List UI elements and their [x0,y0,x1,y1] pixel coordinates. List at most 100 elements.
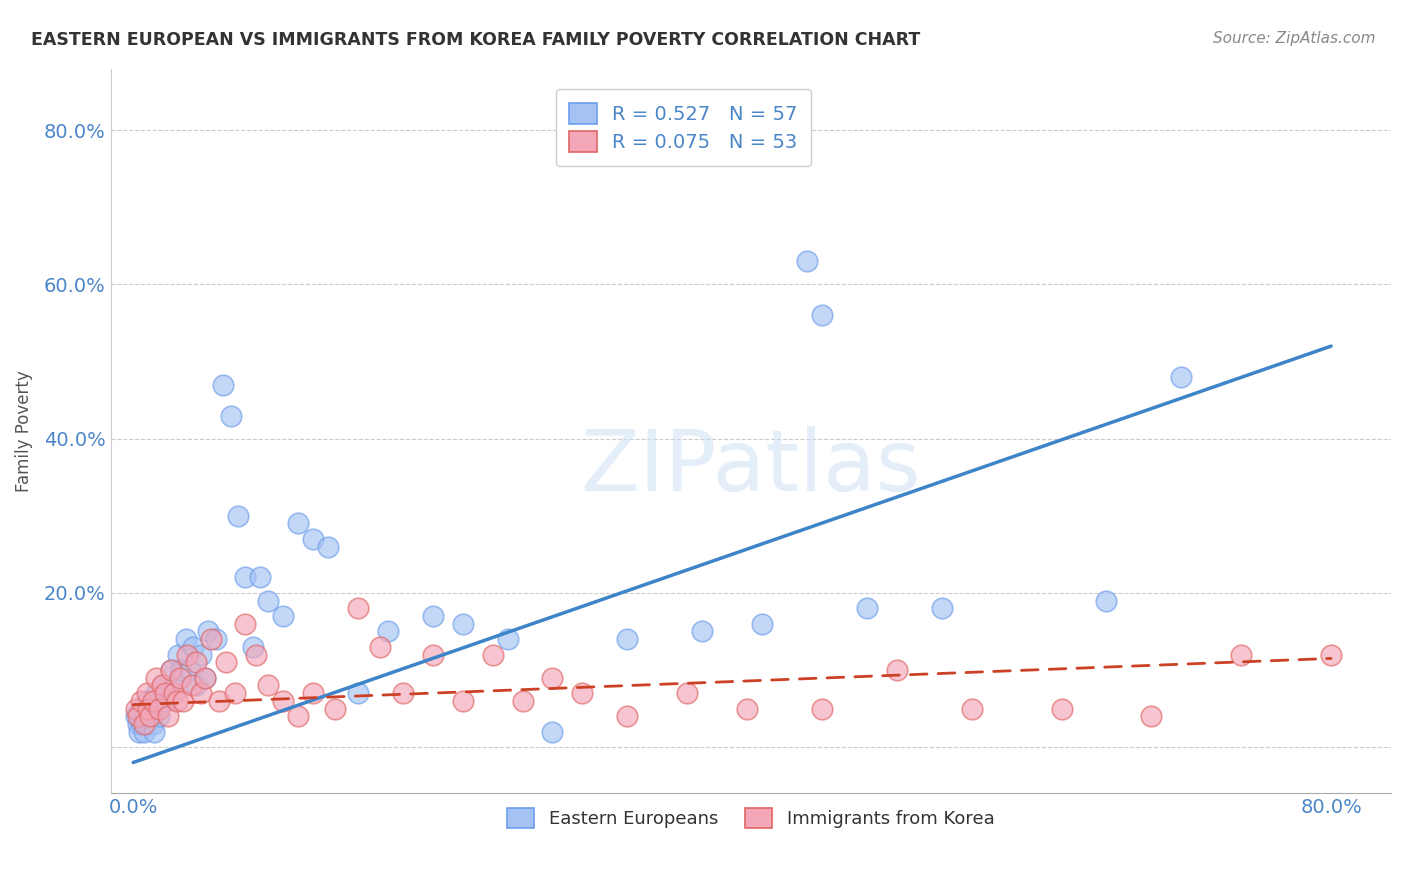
Text: EASTERN EUROPEAN VS IMMIGRANTS FROM KOREA FAMILY POVERTY CORRELATION CHART: EASTERN EUROPEAN VS IMMIGRANTS FROM KORE… [31,31,920,49]
Point [159,663,181,677]
Point [179,663,201,677]
Point [1230,648,1253,662]
Point [127,709,149,723]
Point [125,701,148,715]
Point [125,709,148,723]
Point [131,717,153,731]
Point [207,694,229,708]
Point [676,686,699,700]
Point [886,663,908,677]
Point [931,601,953,615]
Point [377,624,399,639]
Point [204,632,226,647]
Point [135,717,157,731]
Point [136,701,159,715]
Point [194,671,217,685]
Point [145,671,167,685]
Point [325,701,347,715]
Point [226,508,249,523]
Point [856,601,879,615]
Point [197,624,219,639]
Point [245,648,267,662]
Point [135,686,157,700]
Point [1140,709,1163,723]
Point [136,694,159,708]
Point [257,593,280,607]
Point [146,701,169,715]
Point [142,694,165,708]
Point [174,632,197,647]
Point [1095,593,1118,607]
Point [145,686,167,700]
Point [132,717,155,731]
Point [190,648,212,662]
Point [811,701,834,715]
Point [368,640,391,654]
Point [257,678,280,692]
Point [224,686,246,700]
Point [150,678,173,692]
Point [212,377,235,392]
Text: Source: ZipAtlas.com: Source: ZipAtlas.com [1212,31,1375,46]
Point [156,709,179,723]
Point [541,724,564,739]
Point [148,709,170,723]
Point [159,663,181,677]
Text: ZIPatlas: ZIPatlas [581,425,921,508]
Legend: Eastern Europeans, Immigrants from Korea: Eastern Europeans, Immigrants from Korea [501,801,1001,835]
Point [181,640,204,654]
Point [162,686,184,700]
Point [391,686,413,700]
Point [235,616,257,631]
Point [149,694,172,708]
Point [451,616,474,631]
Point [219,409,242,423]
Point [167,648,190,662]
Point [153,686,176,700]
Point [512,694,534,708]
Point [141,709,163,723]
Point [1050,701,1073,715]
Point [148,701,170,715]
Point [1320,648,1343,662]
Point [142,717,165,731]
Point [1170,370,1192,384]
Point [271,609,294,624]
Y-axis label: Family Poverty: Family Poverty [15,370,32,491]
Point [571,686,593,700]
Point [166,694,188,708]
Point [138,709,160,723]
Point [346,601,368,615]
Point [169,671,191,685]
Point [132,724,155,739]
Point [200,632,222,647]
Point [271,694,294,708]
Point [422,609,444,624]
Point [134,709,156,723]
Point [152,678,174,692]
Point [811,308,834,322]
Point [751,616,773,631]
Point [127,717,149,731]
Point [155,694,177,708]
Point [616,709,638,723]
Point [138,701,160,715]
Point [287,709,309,723]
Point [616,632,638,647]
Point [235,570,257,584]
Point [541,671,564,685]
Point [302,686,325,700]
Point [242,640,264,654]
Point [184,678,207,692]
Point [162,678,184,692]
Point [735,701,758,715]
Point [128,724,150,739]
Point [194,671,217,685]
Point [129,694,152,708]
Point [180,678,202,692]
Point [172,694,194,708]
Point [170,663,193,677]
Point [796,254,818,268]
Point [422,648,444,662]
Point [287,516,309,531]
